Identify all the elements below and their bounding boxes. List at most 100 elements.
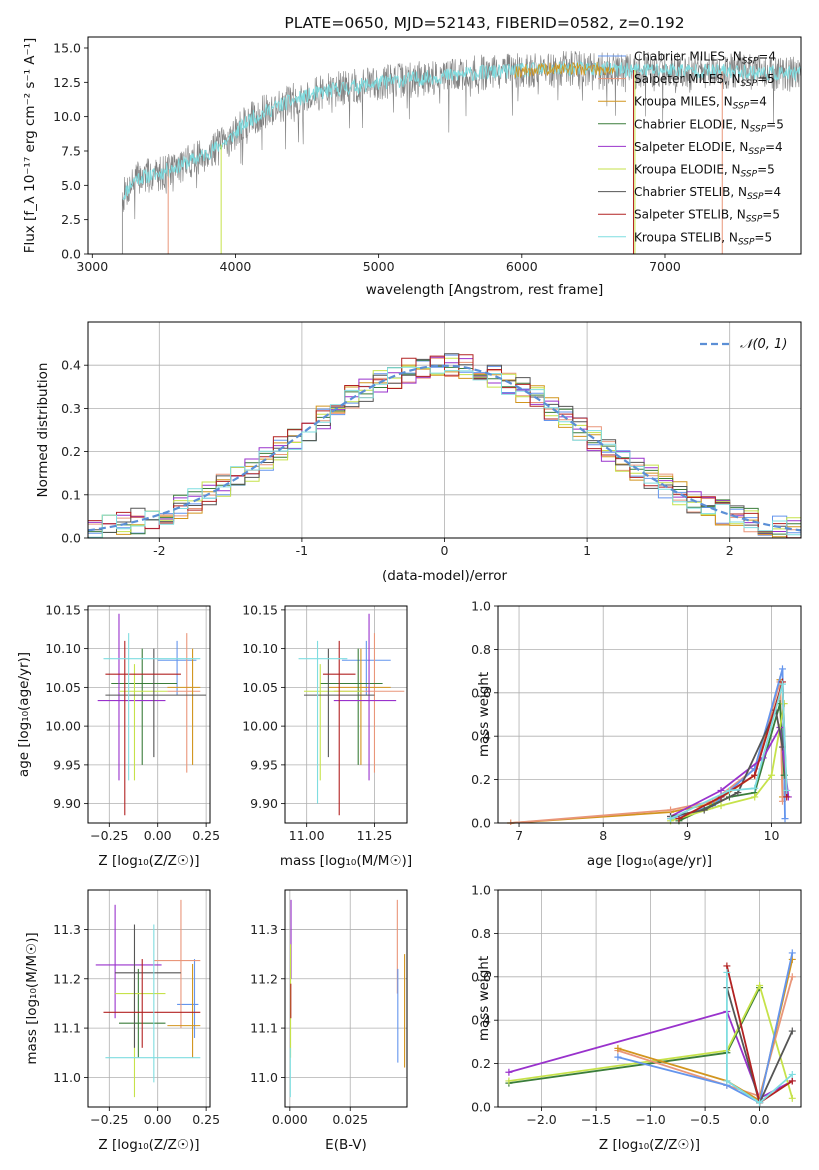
y-tick-label: 11.3 bbox=[250, 922, 278, 937]
weight-point-marker bbox=[614, 1053, 622, 1061]
x-tick-label: 0.00 bbox=[144, 1112, 172, 1127]
weight-point-marker bbox=[788, 949, 796, 957]
legend-label-text: Chabrier STELIB, N bbox=[634, 185, 747, 199]
axes-frame bbox=[87, 889, 211, 1108]
y-tick-label: 0.8 bbox=[471, 642, 491, 657]
legend-label-text: Kroupa STELIB, N bbox=[634, 230, 738, 244]
x-axis-label: (data-model)/error bbox=[382, 568, 508, 584]
legend-label-text: Kroupa ELODIE, N bbox=[634, 163, 741, 177]
legend-label: Kroupa MILES, NSSP=4 bbox=[634, 95, 767, 112]
legend-label-tail: =4 bbox=[758, 50, 776, 64]
spectrum-panel: 3000 4000 5000 6000 7000 0.0 2.5 5.0 7.5 10.0 12.5… bbox=[22, 14, 802, 298]
legend-label-tail: =4 bbox=[765, 140, 783, 154]
legend-label-tail: =5 bbox=[754, 230, 772, 244]
x-tick-label: −0.25 bbox=[90, 828, 128, 843]
x-axis-label: wavelength [Angstrom, rest frame] bbox=[366, 282, 604, 298]
legend-label-tail: =5 bbox=[766, 117, 784, 131]
plot-area bbox=[298, 613, 405, 816]
legend-label-subscript: SSP bbox=[738, 237, 755, 247]
weight-point-marker bbox=[717, 786, 725, 794]
y-tick-label: 9.90 bbox=[53, 796, 81, 811]
y-tick-label: 9.95 bbox=[250, 757, 278, 772]
mass-vs-ebv-panel: 0.000 0.025 11.0 11.1 11.2 11.3 E(B-V) bbox=[250, 889, 408, 1153]
y-tick-label: 10.10 bbox=[242, 641, 278, 656]
x-tick-label: -1 bbox=[296, 543, 308, 558]
legend-label-tail: =5 bbox=[757, 163, 775, 177]
x-axis-label: E(B-V) bbox=[325, 1137, 367, 1153]
weight-point-marker bbox=[700, 806, 708, 814]
x-tick-label: −2.0 bbox=[526, 1112, 556, 1127]
y-tick-label: 0.4 bbox=[61, 358, 81, 373]
residuals-plot-area bbox=[88, 353, 801, 538]
legend-label: Kroupa ELODIE, NSSP=5 bbox=[634, 163, 775, 180]
x-tick-label: −0.5 bbox=[690, 1112, 720, 1127]
y-tick-label: 0.4 bbox=[471, 1013, 491, 1028]
x-tick-label: 7 bbox=[515, 828, 523, 843]
chart-title: PLATE=0650, MJD=52143, FIBERID=0582, z=0… bbox=[284, 14, 684, 32]
x-tick-label: -2 bbox=[153, 543, 165, 558]
y-tick-label: 0.4 bbox=[471, 729, 491, 744]
x-tick-label: 0.00 bbox=[144, 828, 172, 843]
legend-label-text: Salpeter MILES, N bbox=[634, 72, 741, 86]
legend-label-subscript: SSP bbox=[746, 215, 763, 225]
age-vs-metallicity-panel: −0.25 0.00 0.25 9.90 9.95 10.00 10.05 10.10 10.1… bbox=[16, 602, 220, 869]
weight-point-marker bbox=[781, 815, 789, 823]
legend-label-text: Kroupa MILES, N bbox=[634, 95, 733, 109]
axes-frame bbox=[497, 605, 802, 824]
weight-point-marker bbox=[505, 1068, 513, 1076]
x-tick-label: 0.000 bbox=[272, 1112, 308, 1127]
y-tick-label: 10.15 bbox=[45, 602, 81, 617]
x-tick-label: −1.5 bbox=[581, 1112, 611, 1127]
legend-label-subscript: SSP bbox=[748, 147, 765, 157]
legend-label: Salpeter ELODIE, NSSP=4 bbox=[634, 140, 783, 157]
weight-point-marker bbox=[788, 1094, 796, 1102]
y-axis-label: Flux [f_λ 10⁻¹⁷ erg cm⁻² s⁻¹ A⁻¹] bbox=[22, 38, 38, 254]
weight-point-marker bbox=[788, 1027, 796, 1035]
axes-frame bbox=[284, 889, 408, 1108]
legend-label: 𝒩(0, 1) bbox=[740, 337, 787, 352]
y-tick-label: 2.5 bbox=[61, 212, 81, 227]
legend-label: Chabrier STELIB, NSSP=4 bbox=[634, 185, 781, 202]
x-tick-label: 0 bbox=[441, 543, 449, 558]
legend-label: Kroupa STELIB, NSSP=5 bbox=[634, 230, 772, 247]
x-axis-label: mass [log₁₀(M/M☉)] bbox=[280, 853, 412, 869]
legend-label-text: Chabrier MILES, N bbox=[634, 50, 742, 64]
legend-label-text: Chabrier ELODIE, N bbox=[634, 117, 750, 131]
x-tick-label: 9 bbox=[683, 828, 691, 843]
x-axis-label: age [log₁₀(age/yr)] bbox=[587, 853, 712, 869]
legend-label-subscript: SSP bbox=[747, 192, 764, 202]
weight-point-marker bbox=[667, 806, 675, 814]
plot-area bbox=[507, 665, 792, 825]
y-tick-label: 0.1 bbox=[61, 487, 81, 502]
x-tick-label: 11.00 bbox=[289, 828, 325, 843]
weight-point-marker bbox=[717, 802, 725, 810]
y-tick-label: 11.0 bbox=[53, 1070, 81, 1085]
y-axis-label: age [log₁₀(age/yr)] bbox=[16, 652, 32, 777]
y-tick-label: 0.0 bbox=[471, 1100, 491, 1115]
axes-frame bbox=[87, 605, 211, 824]
y-tick-label: 0.6 bbox=[471, 685, 491, 700]
weight-point-marker bbox=[788, 1070, 796, 1078]
x-axis-label: Z [log₁₀(Z/Z☉)] bbox=[98, 1137, 199, 1153]
y-tick-label: 7.5 bbox=[61, 143, 81, 158]
weight-point-marker bbox=[783, 793, 791, 801]
weight-point-marker bbox=[778, 665, 786, 673]
weight-point-marker bbox=[675, 815, 683, 823]
legend-label-subscript: SSP bbox=[742, 57, 759, 67]
legend-label: Chabrier MILES, NSSP=4 bbox=[634, 50, 776, 67]
x-tick-label: −0.25 bbox=[90, 1112, 128, 1127]
legend-label: Salpeter MILES, NSSP=5 bbox=[634, 72, 775, 89]
x-tick-label: 0.25 bbox=[192, 1112, 220, 1127]
y-tick-label: 10.0 bbox=[53, 109, 81, 124]
plot-area bbox=[95, 899, 201, 1098]
weight-point-marker bbox=[756, 1099, 764, 1107]
weight-series-line bbox=[617, 952, 794, 1104]
residuals-panel: -2 -1 0 1 2 0.0 0.1 0.2 0.3 0.4 (data-model)/error… bbox=[35, 321, 802, 584]
spectrum-data-line bbox=[122, 50, 801, 220]
weight-series-line bbox=[508, 984, 794, 1099]
weight-point-marker bbox=[505, 1077, 513, 1085]
y-axis-label: mass weight bbox=[476, 672, 492, 757]
spectrum-plot-area bbox=[121, 50, 801, 254]
